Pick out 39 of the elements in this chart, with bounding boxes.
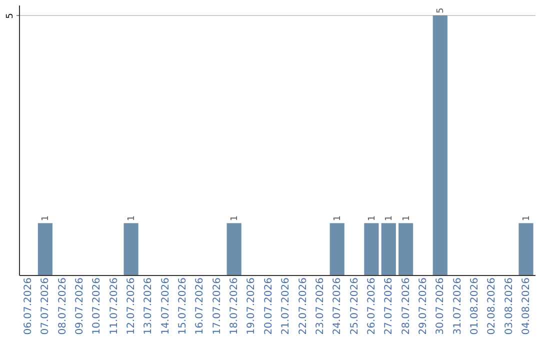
x-tick-label: 25.07.2026 [349, 278, 360, 335]
x-tick-label: 30.07.2026 [435, 278, 446, 335]
x-tick-label: 09.07.2026 [74, 278, 86, 335]
x-tick-label: 29.07.2026 [418, 278, 429, 335]
x-tick-label: 02.08.2026 [486, 278, 498, 335]
data-label: 1 [41, 215, 52, 222]
data-label: 1 [384, 215, 395, 222]
data-label: 1 [127, 215, 138, 222]
x-tick-label: 23.07.2026 [314, 278, 326, 335]
data-label: 5 [436, 8, 446, 14]
x-tick-label: 16.07.2026 [194, 278, 206, 335]
x-tick-label: 26.07.2026 [366, 278, 378, 335]
x-tick-label: 08.07.2026 [57, 278, 68, 335]
x-tick-label: 24.07.2026 [332, 278, 344, 335]
x-tick-label: 15.07.2026 [178, 278, 189, 335]
x-tick-label: 04.08.2026 [520, 278, 532, 335]
data-label: 1 [402, 215, 412, 222]
x-tick-label: 31.07.2026 [452, 278, 464, 335]
x-tick-label: 12.07.2026 [126, 278, 138, 335]
data-label: 1 [522, 215, 532, 222]
x-tick-label: 13.07.2026 [143, 278, 154, 335]
x-tick-label: 14.07.2026 [160, 278, 172, 335]
x-tick-label: 18.07.2026 [229, 278, 240, 335]
x-tick-label: 07.07.2026 [40, 278, 52, 335]
x-tick-label: 19.07.2026 [246, 278, 258, 335]
x-tick-label: 06.07.2026 [23, 278, 34, 335]
x-tick-label: 03.08.2026 [504, 278, 515, 335]
x-tick-label: 21.07.2026 [280, 278, 292, 335]
data-label: 1 [230, 215, 240, 222]
x-tick-label: 11.07.2026 [108, 278, 120, 335]
x-tick-label: 22.07.2026 [298, 278, 309, 335]
data-label: 1 [333, 215, 344, 222]
data-label: 1 [367, 215, 378, 222]
x-tick-label: 27.07.2026 [384, 278, 395, 335]
x-tick-label: 28.07.2026 [400, 278, 412, 335]
x-tick-label: 20.07.2026 [263, 278, 274, 335]
x-tick-label: 17.07.2026 [212, 278, 223, 335]
x-tick-label: 01.08.2026 [469, 278, 480, 335]
x-tick-label: 10.07.2026 [92, 278, 103, 335]
